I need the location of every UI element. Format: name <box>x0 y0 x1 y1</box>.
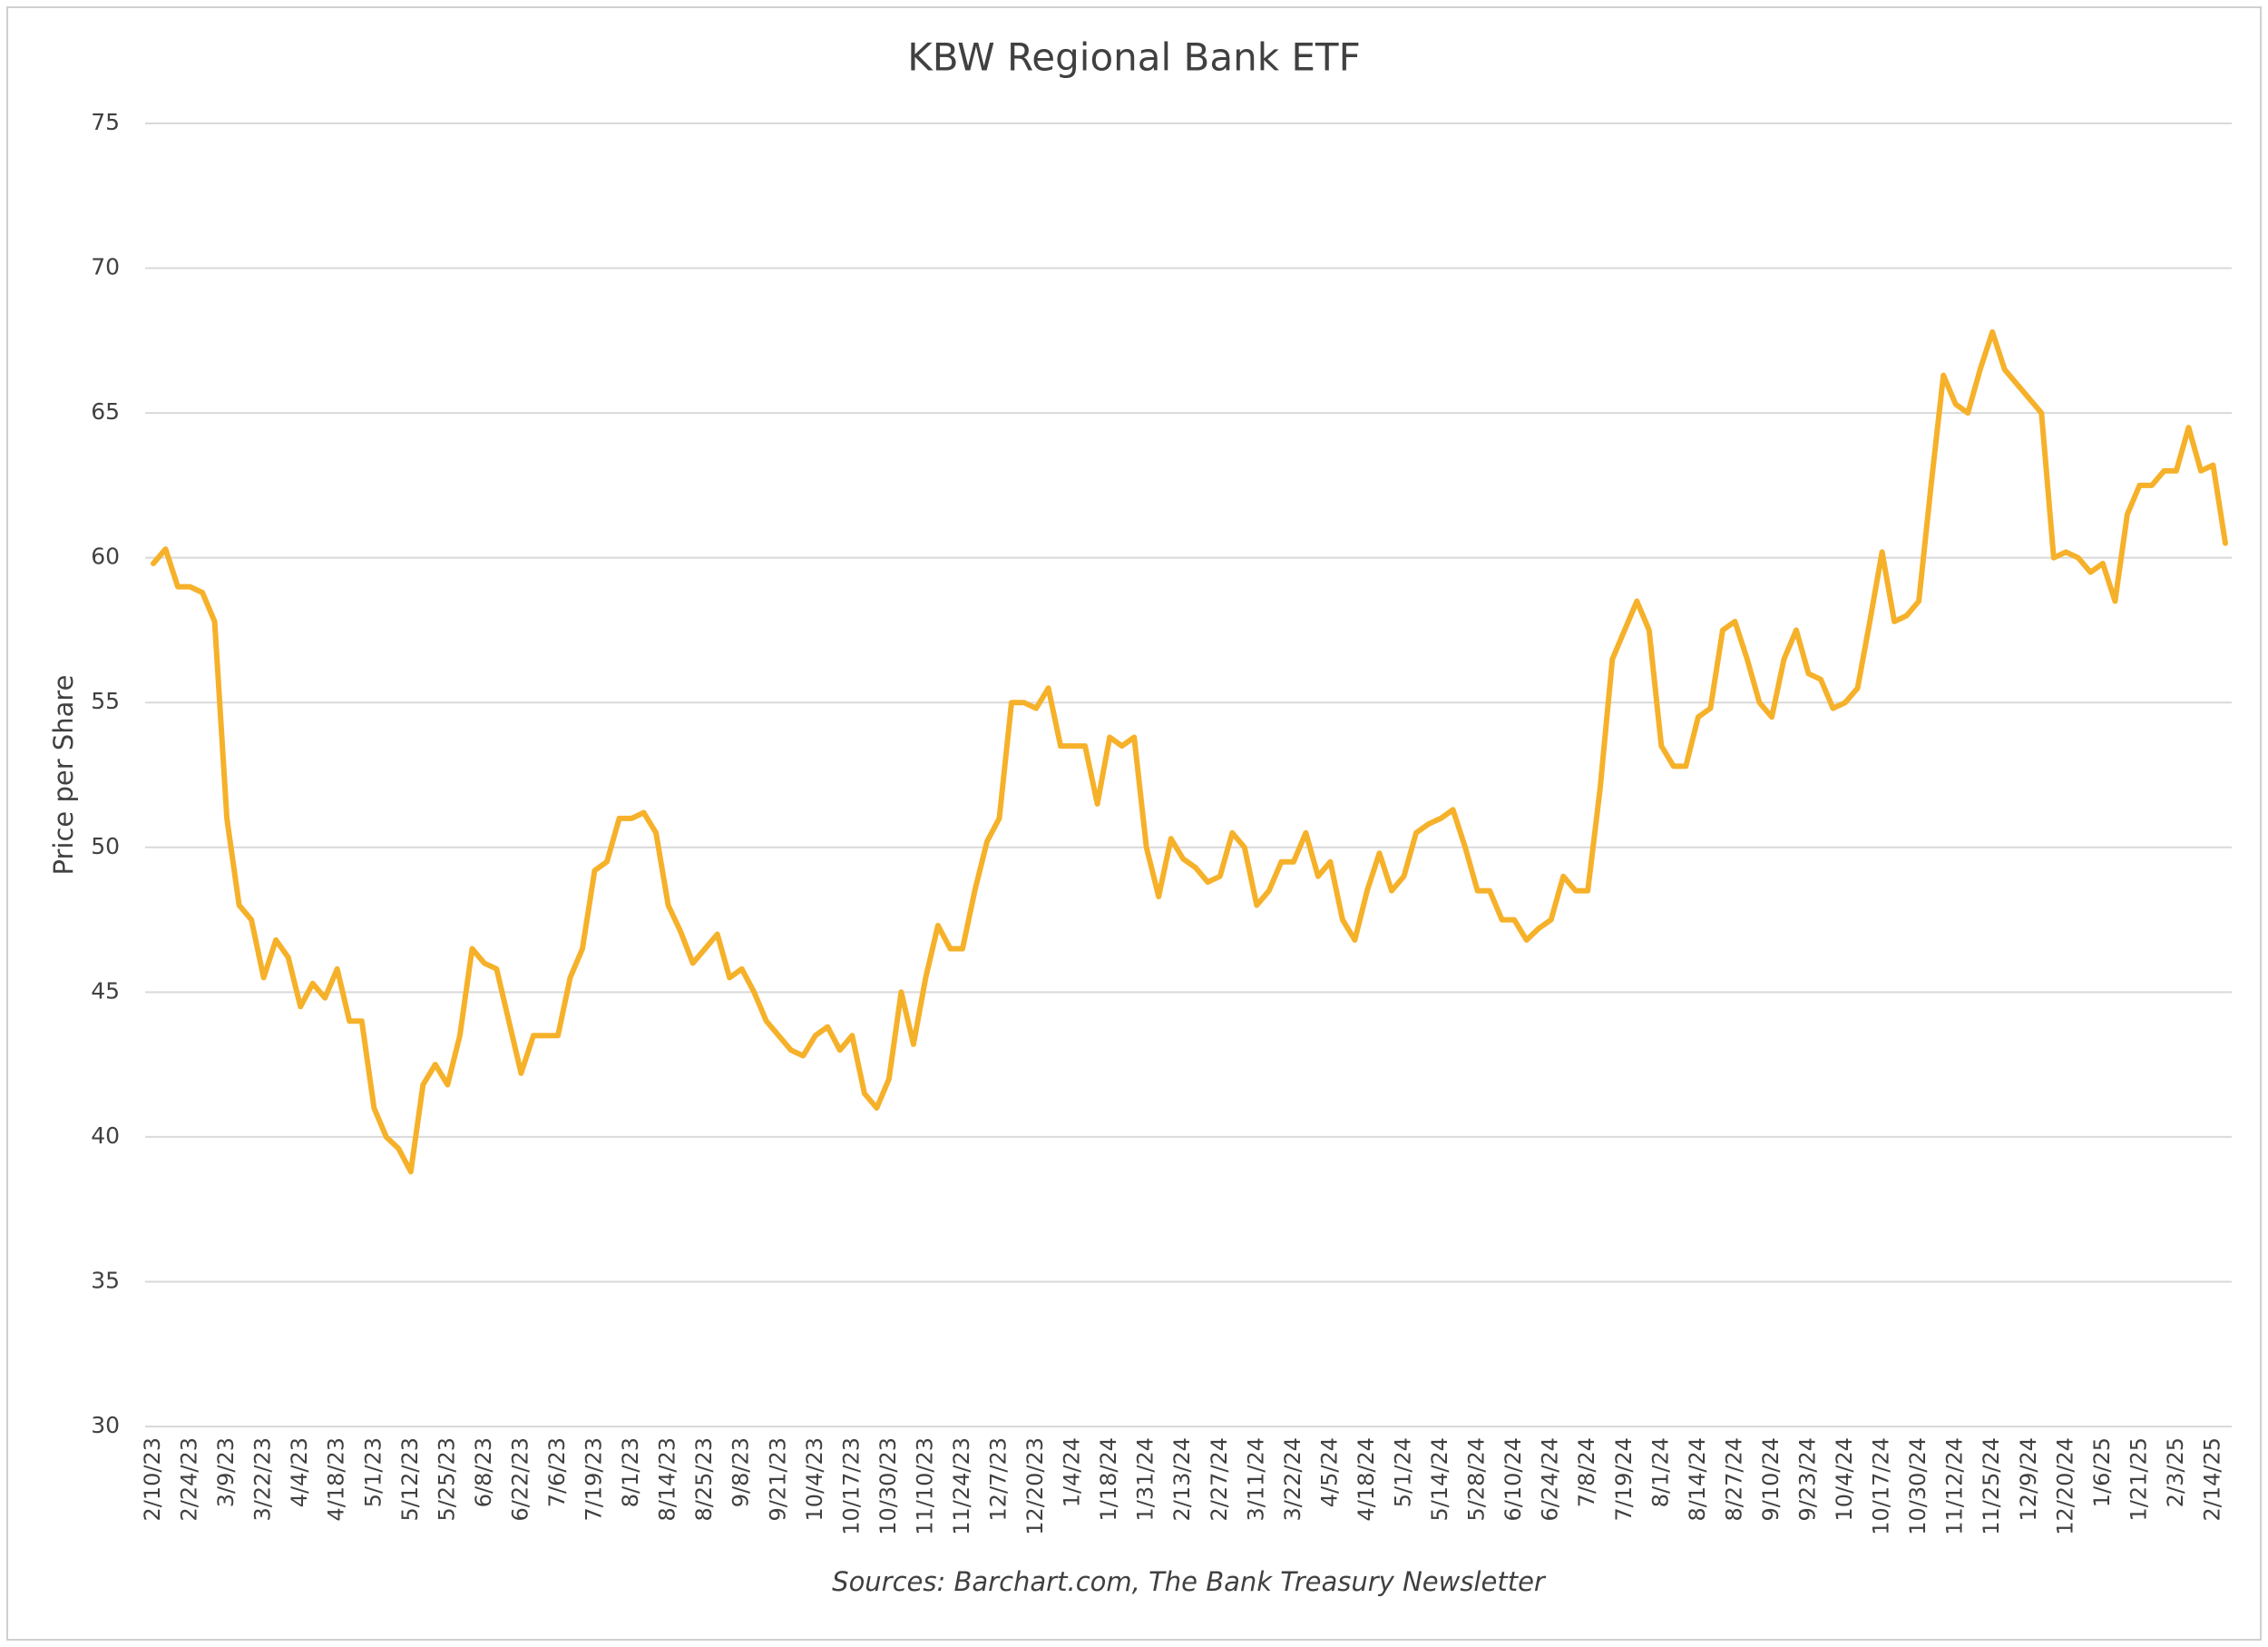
x-tick-label: 8/14/24 <box>1685 1437 1710 1522</box>
x-tick-label: 3/9/23 <box>213 1437 239 1507</box>
x-tick-label: 5/14/24 <box>1427 1437 1452 1522</box>
y-tick-label: 65 <box>91 398 120 425</box>
x-tick-label: 2/14/25 <box>2199 1437 2224 1522</box>
x-tick-label: 3/11/24 <box>1243 1437 1268 1522</box>
x-tick-label: 7/19/23 <box>582 1437 607 1522</box>
x-tick-label: 11/25/24 <box>1979 1437 2004 1535</box>
y-tick-label: 60 <box>91 544 120 570</box>
x-tick-label: 10/4/23 <box>802 1437 827 1522</box>
x-tick-label: 1/21/25 <box>2126 1437 2151 1522</box>
x-tick-label: 5/1/24 <box>1391 1437 1416 1507</box>
x-tick-label: 1/31/24 <box>1133 1437 1158 1522</box>
x-tick-label: 5/25/23 <box>434 1437 459 1522</box>
x-tick-label: 10/17/24 <box>1869 1437 1894 1535</box>
x-tick-label: 2/13/24 <box>1169 1437 1195 1522</box>
x-tick-label: 7/6/23 <box>544 1437 570 1507</box>
x-tick-label: 12/7/23 <box>986 1437 1012 1522</box>
x-tick-label: 4/18/24 <box>1354 1437 1379 1522</box>
x-tick-label: 9/10/24 <box>1758 1437 1784 1522</box>
y-tick-label: 35 <box>91 1267 120 1293</box>
y-tick-label: 45 <box>91 977 120 1004</box>
x-tick-label: 1/18/24 <box>1096 1437 1121 1522</box>
x-tick-label: 6/10/24 <box>1501 1437 1526 1522</box>
x-tick-label: 11/24/23 <box>949 1437 974 1535</box>
x-tick-label: 2/27/24 <box>1207 1437 1232 1522</box>
x-tick-label: 5/1/23 <box>360 1437 386 1507</box>
x-tick-label: 6/24/24 <box>1538 1437 1563 1522</box>
x-tick-label: 4/5/24 <box>1316 1437 1342 1507</box>
x-tick-label: 10/30/23 <box>875 1437 901 1535</box>
y-tick-label: 40 <box>91 1123 120 1149</box>
x-tick-label: 6/22/23 <box>507 1437 533 1522</box>
y-tick-label: 55 <box>91 688 120 714</box>
x-tick-label: 9/23/24 <box>1794 1437 1820 1522</box>
chart-border <box>6 6 2262 1641</box>
x-tick-label: 11/12/24 <box>1942 1437 1968 1535</box>
x-tick-label: 6/8/23 <box>471 1437 496 1507</box>
x-tick-label: 8/25/23 <box>691 1437 717 1522</box>
x-tick-label: 11/10/23 <box>912 1437 937 1535</box>
x-tick-label: 3/22/23 <box>250 1437 276 1522</box>
y-axis-label: Price per Share <box>48 674 79 875</box>
y-tick-label: 30 <box>91 1412 120 1438</box>
x-tick-label: 10/30/24 <box>1905 1437 1931 1535</box>
x-tick-label: 10/4/24 <box>1832 1437 1857 1522</box>
x-tick-label: 9/21/23 <box>765 1437 790 1522</box>
x-tick-label: 3/22/24 <box>1280 1437 1305 1522</box>
x-tick-label: 1/6/25 <box>2089 1437 2115 1507</box>
x-tick-label: 10/17/23 <box>838 1437 864 1535</box>
chart-title: KBW Regional Bank ETF <box>907 35 1360 80</box>
x-tick-label: 12/20/23 <box>1022 1437 1048 1535</box>
x-tick-label: 2/24/23 <box>177 1437 202 1522</box>
price-line <box>151 328 2228 1175</box>
x-tick-label: 8/1/24 <box>1647 1437 1673 1507</box>
x-tick-label: 5/28/24 <box>1464 1437 1490 1522</box>
x-tick-label: 4/18/23 <box>324 1437 349 1522</box>
y-tick-label: 75 <box>91 109 120 135</box>
x-tick-label: 12/9/24 <box>2016 1437 2041 1522</box>
y-tick-label: 70 <box>91 254 120 280</box>
x-tick-label: 12/20/24 <box>2052 1437 2077 1535</box>
source-note: Sources: Barchart.com, The Bank Treasury… <box>832 1566 1547 1597</box>
x-tick-label: 8/27/24 <box>1721 1437 1746 1522</box>
x-tick-label: 9/8/23 <box>728 1437 754 1507</box>
x-tick-label: 8/14/23 <box>655 1437 680 1522</box>
y-tick-label: 50 <box>91 833 120 859</box>
x-tick-label: 2/10/23 <box>140 1437 165 1522</box>
x-tick-label: 7/8/24 <box>1574 1437 1599 1507</box>
x-tick-label: 8/1/23 <box>618 1437 643 1507</box>
x-tick-label: 4/4/23 <box>287 1437 312 1507</box>
x-tick-label: 1/4/24 <box>1060 1437 1085 1507</box>
x-tick-label: 5/12/23 <box>397 1437 423 1522</box>
x-tick-label: 2/3/25 <box>2163 1437 2188 1507</box>
x-tick-label: 7/19/24 <box>1611 1437 1637 1522</box>
